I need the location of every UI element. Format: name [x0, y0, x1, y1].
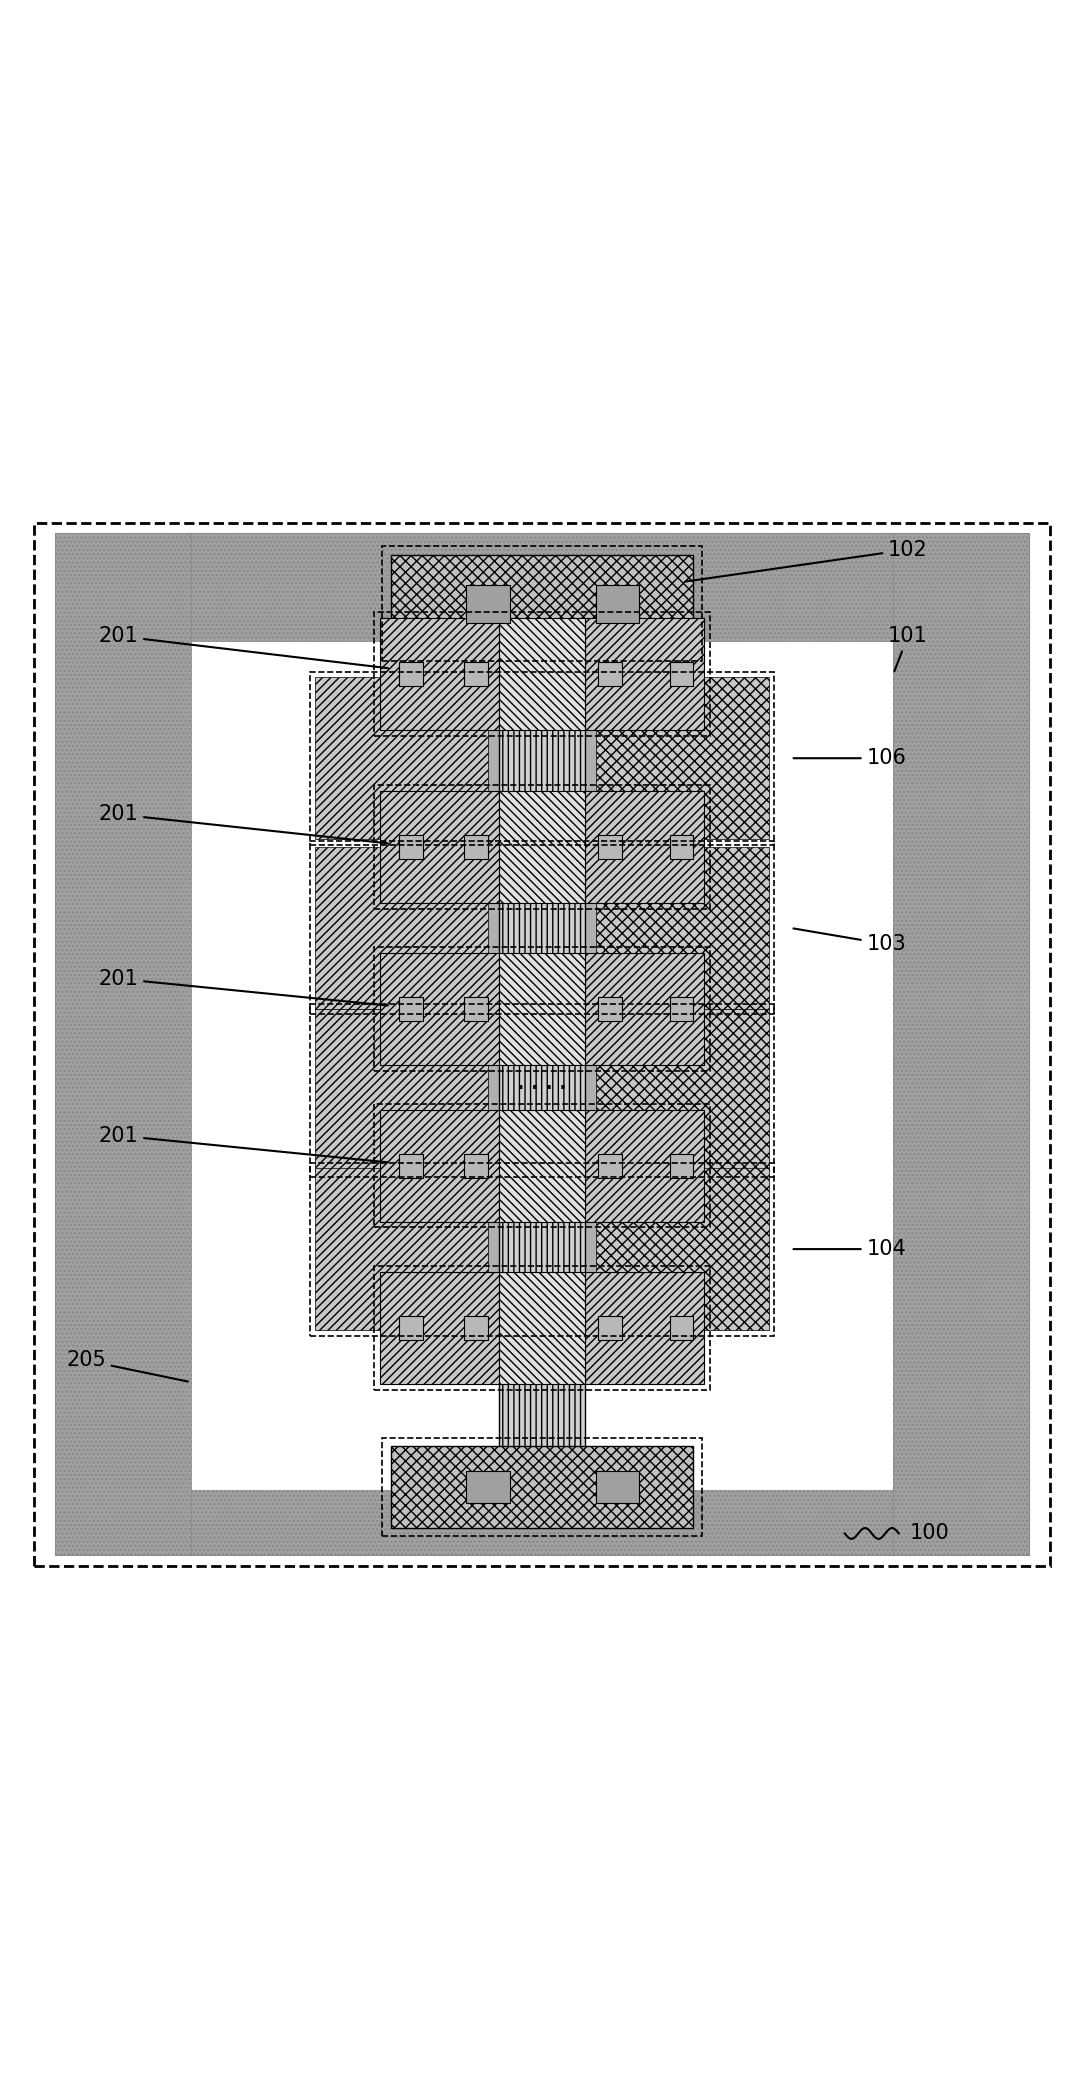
Bar [390, 554, 694, 652]
Text: 101: 101 [888, 627, 928, 671]
Bar [598, 998, 622, 1021]
Bar [374, 785, 710, 908]
Bar [379, 619, 499, 731]
Text: 104: 104 [793, 1239, 906, 1258]
Text: . . . .: . . . . [517, 1075, 567, 1094]
Bar [464, 998, 488, 1021]
Bar [374, 1266, 710, 1389]
Text: 102: 102 [685, 539, 928, 581]
Bar [399, 1154, 423, 1177]
Bar [382, 546, 702, 660]
Bar [585, 1110, 705, 1223]
Bar [336, 858, 748, 998]
Bar [466, 585, 509, 623]
Bar [310, 842, 774, 1014]
Bar [191, 1489, 893, 1556]
Bar [315, 1008, 488, 1171]
Bar [336, 687, 748, 829]
Bar [596, 1471, 640, 1504]
Bar [191, 533, 893, 642]
Bar [464, 1316, 488, 1339]
Bar [336, 1179, 748, 1319]
Bar [399, 998, 423, 1021]
Bar [464, 835, 488, 858]
Bar [585, 1273, 705, 1385]
Bar [499, 1273, 585, 1385]
Bar [336, 1021, 748, 1160]
Bar [374, 612, 710, 735]
Bar [596, 848, 769, 1008]
Bar [670, 998, 694, 1021]
Bar [379, 952, 499, 1064]
Bar [893, 533, 1029, 1556]
Bar [585, 792, 705, 904]
Bar [315, 677, 488, 839]
Bar [499, 1110, 585, 1223]
Bar [399, 835, 423, 858]
Bar [399, 1316, 423, 1339]
Bar [315, 848, 488, 1008]
Bar [499, 648, 585, 1458]
Bar [379, 1110, 499, 1223]
Bar [598, 1154, 622, 1177]
Bar [374, 1104, 710, 1227]
Bar [596, 677, 769, 839]
Text: 100: 100 [909, 1523, 950, 1544]
Bar [585, 952, 705, 1064]
Text: 205: 205 [66, 1350, 188, 1381]
Bar [596, 1169, 769, 1331]
Bar [310, 1004, 774, 1177]
Bar [315, 1169, 488, 1331]
Bar [390, 1446, 694, 1527]
Text: 201: 201 [99, 969, 388, 1006]
Bar [670, 1154, 694, 1177]
Bar [466, 1471, 509, 1504]
Bar [596, 585, 640, 623]
Bar [598, 835, 622, 858]
Text: 106: 106 [793, 748, 906, 769]
Text: 201: 201 [99, 627, 388, 669]
Bar [310, 1162, 774, 1335]
Bar [499, 792, 585, 904]
Bar [464, 1154, 488, 1177]
Bar [399, 662, 423, 685]
Bar [191, 577, 893, 1512]
Bar [379, 792, 499, 904]
Bar [55, 533, 191, 1556]
Bar [670, 835, 694, 858]
Bar [670, 1316, 694, 1339]
Bar [379, 1273, 499, 1385]
Text: 201: 201 [99, 804, 388, 844]
Text: 103: 103 [793, 929, 906, 954]
Bar [585, 619, 705, 731]
Bar [598, 1316, 622, 1339]
Bar [499, 952, 585, 1064]
Bar [382, 1437, 702, 1535]
Bar [310, 671, 774, 846]
Bar [374, 948, 710, 1071]
Text: 201: 201 [99, 1125, 388, 1162]
Bar [464, 662, 488, 685]
Bar [499, 619, 585, 731]
Bar [598, 662, 622, 685]
Bar [670, 662, 694, 685]
Bar [596, 1008, 769, 1171]
